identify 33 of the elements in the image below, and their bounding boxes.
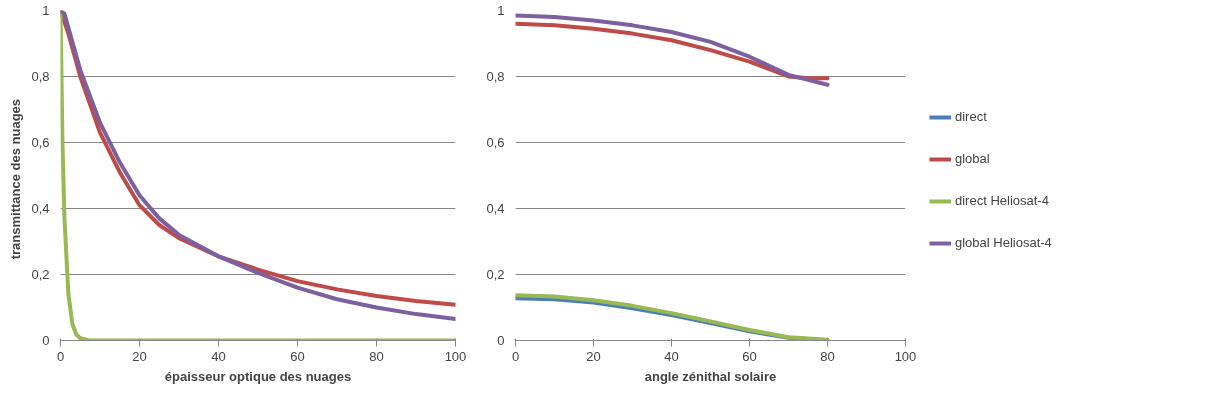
y-tick-label: 0,8 bbox=[486, 69, 505, 84]
legend-label: global Heliosat-4 bbox=[955, 235, 1052, 250]
y-tick-label: 0,6 bbox=[486, 135, 505, 150]
x-tick-label: 20 bbox=[132, 348, 147, 364]
y-tick-label: 0,4 bbox=[31, 201, 50, 216]
y-tick-label: 1 bbox=[497, 3, 505, 18]
legend-label: direct bbox=[955, 109, 987, 124]
y-tick-label: 1 bbox=[42, 3, 50, 18]
y-tick-label: 0,2 bbox=[31, 267, 50, 282]
legend-label: global bbox=[955, 151, 990, 166]
y-tick-label: 0,6 bbox=[31, 135, 50, 150]
line-series bbox=[515, 13, 830, 87]
x-tick-label: 80 bbox=[820, 348, 835, 364]
x-tick-label: 40 bbox=[664, 348, 679, 364]
x-tick-label: 40 bbox=[211, 348, 226, 364]
y-tick-label: 0,4 bbox=[486, 201, 505, 216]
x-axis-title: angle zénithal solaire bbox=[644, 368, 777, 384]
x-tick-label: 60 bbox=[290, 348, 305, 364]
y-tick-label: 0,2 bbox=[486, 267, 505, 282]
y-axis-title: transmittance des nuages bbox=[8, 98, 24, 260]
x-tick-label: 0 bbox=[511, 348, 520, 364]
x-tick-label: 60 bbox=[742, 348, 757, 364]
x-tick-label: 20 bbox=[586, 348, 601, 364]
x-tick-label: 80 bbox=[369, 348, 384, 364]
x-axis-title: épaisseur optique des nuages bbox=[164, 368, 352, 384]
y-tick-label: 0 bbox=[42, 333, 50, 348]
x-tick-label: 0 bbox=[56, 348, 65, 364]
x-tick-label: 100 bbox=[894, 348, 917, 364]
y-tick-label: 0,8 bbox=[31, 69, 50, 84]
legend-label: direct Heliosat-4 bbox=[955, 193, 1049, 208]
x-tick-label: 100 bbox=[444, 348, 467, 364]
line-series bbox=[515, 21, 830, 81]
y-tick-label: 0 bbox=[497, 333, 505, 348]
